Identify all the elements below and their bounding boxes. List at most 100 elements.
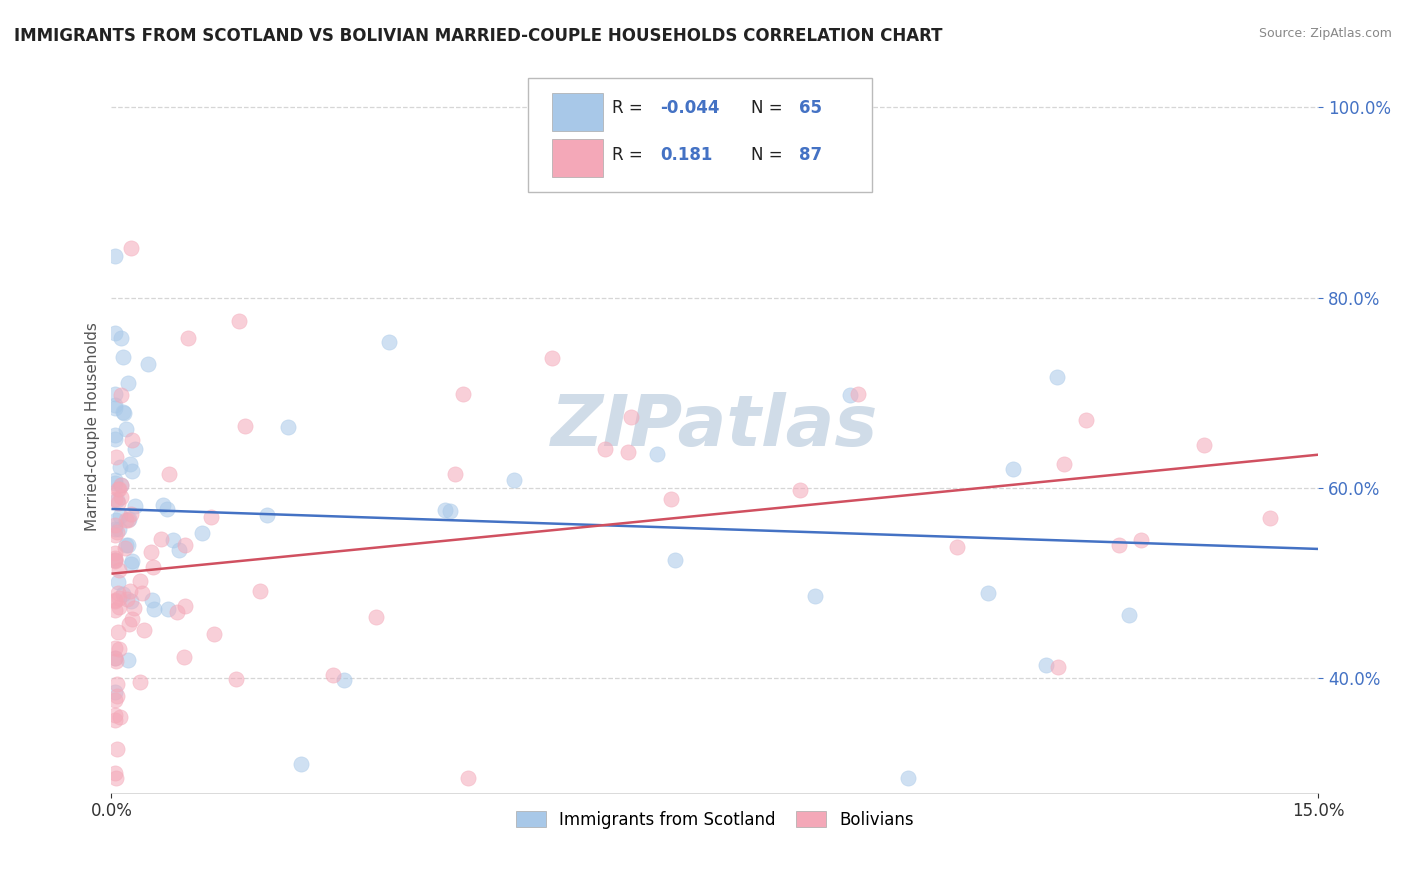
Point <box>104 513 127 527</box>
Point <box>664 552 686 566</box>
Point <box>157 602 180 616</box>
Point <box>136 357 159 371</box>
Point <box>104 650 127 665</box>
Point <box>124 499 146 513</box>
Point <box>104 546 127 560</box>
Point <box>150 533 173 547</box>
Point <box>1053 457 1076 471</box>
Point <box>111 405 134 419</box>
Y-axis label: Married-couple Households: Married-couple Households <box>86 322 100 531</box>
Point <box>157 467 180 481</box>
Point <box>225 673 247 687</box>
Point <box>142 602 165 616</box>
Point <box>659 491 682 506</box>
Point <box>110 478 132 492</box>
Point <box>108 591 131 605</box>
FancyBboxPatch shape <box>553 139 603 177</box>
Point <box>107 586 129 600</box>
Point <box>277 420 299 434</box>
Point <box>121 554 143 568</box>
Point <box>366 609 388 624</box>
Point <box>124 442 146 456</box>
Point <box>104 432 127 446</box>
Point <box>108 482 131 496</box>
Point <box>104 523 127 537</box>
Point <box>897 772 920 786</box>
Point <box>120 241 142 255</box>
Point <box>131 586 153 600</box>
Point <box>104 528 127 542</box>
Point <box>107 522 129 536</box>
Point <box>595 442 617 456</box>
Point <box>502 473 524 487</box>
Point <box>129 675 152 690</box>
Text: 0.181: 0.181 <box>661 145 713 163</box>
Point <box>946 540 969 554</box>
Text: -0.044: -0.044 <box>661 99 720 118</box>
Point <box>228 314 250 328</box>
FancyBboxPatch shape <box>527 78 872 192</box>
Point <box>118 512 141 526</box>
Point <box>112 406 135 420</box>
Point <box>290 756 312 771</box>
Point <box>115 592 138 607</box>
Point <box>110 460 132 475</box>
Point <box>377 334 399 349</box>
Point <box>104 387 127 401</box>
Point <box>541 351 564 365</box>
Point <box>117 653 139 667</box>
Point <box>256 508 278 523</box>
Point <box>645 447 668 461</box>
Point <box>104 693 127 707</box>
Point <box>110 331 132 345</box>
Point <box>121 434 143 448</box>
Point <box>105 677 128 691</box>
Point <box>142 560 165 574</box>
Point <box>177 331 200 345</box>
Point <box>1035 657 1057 672</box>
Point <box>107 575 129 590</box>
Point <box>117 513 139 527</box>
Point <box>233 418 256 433</box>
Point <box>114 541 136 555</box>
Point <box>839 388 862 402</box>
Point <box>1192 437 1215 451</box>
Point <box>1118 607 1140 622</box>
Point <box>120 594 142 608</box>
Point <box>118 457 141 471</box>
Point <box>104 492 127 507</box>
Point <box>104 594 127 608</box>
FancyBboxPatch shape <box>553 93 603 131</box>
Point <box>156 501 179 516</box>
Point <box>152 498 174 512</box>
Point <box>104 593 127 607</box>
Point <box>104 473 127 487</box>
Point <box>104 553 127 567</box>
Text: R =: R = <box>612 145 648 163</box>
Point <box>121 611 143 625</box>
Point <box>104 714 127 728</box>
Point <box>616 444 638 458</box>
Point <box>173 650 195 665</box>
Point <box>1129 533 1152 547</box>
Point <box>1258 511 1281 525</box>
Text: 65: 65 <box>800 99 823 118</box>
Point <box>122 600 145 615</box>
Point <box>110 478 132 492</box>
Point <box>105 742 128 756</box>
Point <box>977 586 1000 600</box>
Point <box>108 642 131 657</box>
Point <box>439 504 461 518</box>
Point <box>107 624 129 639</box>
Point <box>104 684 127 698</box>
Point <box>167 542 190 557</box>
Point <box>1046 659 1069 673</box>
Point <box>132 623 155 637</box>
Point <box>108 600 131 615</box>
Point <box>104 554 127 568</box>
Point <box>107 482 129 496</box>
Legend: Immigrants from Scotland, Bolivians: Immigrants from Scotland, Bolivians <box>509 805 921 836</box>
Point <box>333 673 356 688</box>
Point <box>117 376 139 390</box>
Point <box>322 668 344 682</box>
